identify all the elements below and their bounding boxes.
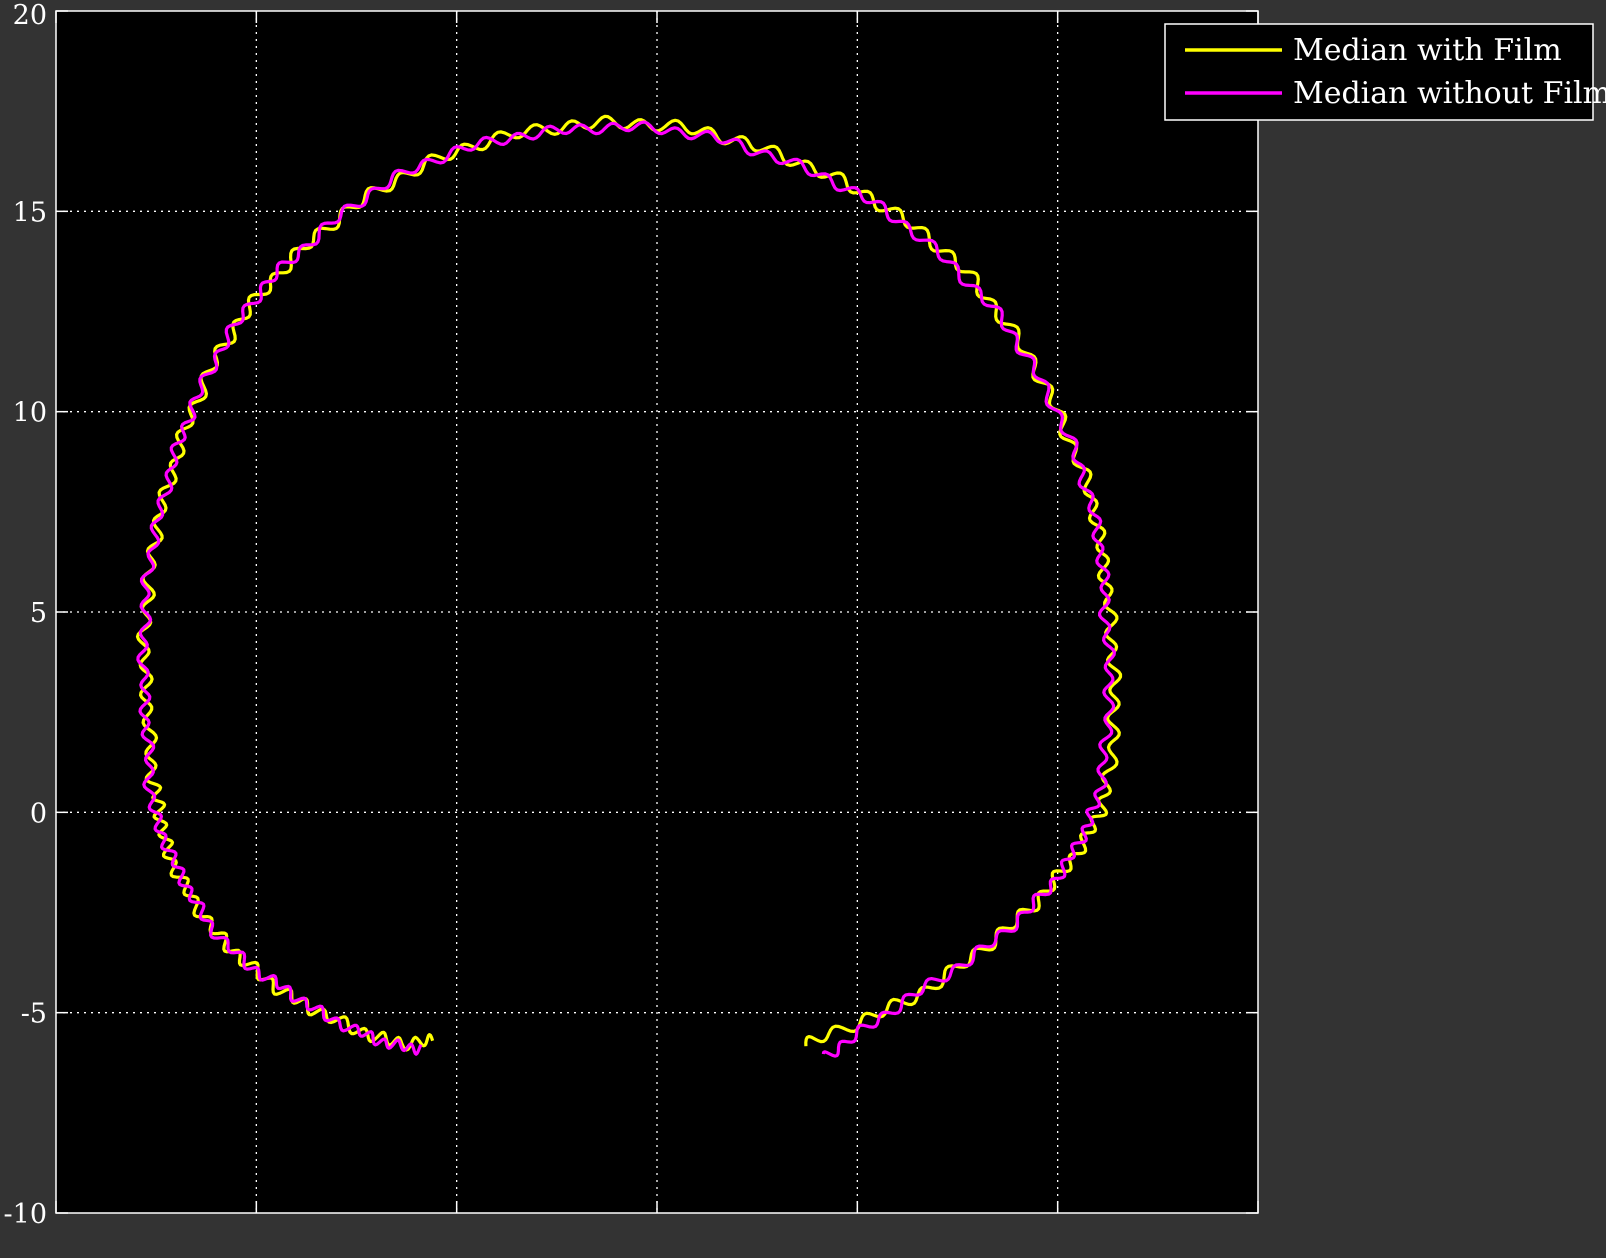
y-tick-label: 5 (30, 598, 47, 629)
y-tick-label: -10 (4, 1199, 47, 1230)
y-tick-label: 10 (13, 398, 47, 429)
legend-box (1164, 23, 1594, 121)
legend-label-median-with-film: Median with Film (1293, 33, 1562, 68)
grid-lines (56, 11, 1258, 1213)
y-tick-label: -5 (21, 999, 47, 1030)
series-line-median-with-film (135, 114, 1123, 1052)
legend-label-median-without-film: Median without Film (1293, 76, 1606, 111)
y-tick-label: 20 (13, 0, 47, 31)
axis-ticks: -10 -5 0 5 10 15 20 (4, 0, 1259, 1230)
y-tick-label: 0 (30, 798, 47, 829)
series-line-median-without-film (136, 120, 1116, 1058)
y-tick-label: 15 (13, 197, 47, 228)
series-lines (135, 114, 1123, 1058)
plot-area (56, 11, 1258, 1213)
legend: Median with Film Median without Film (1164, 23, 1606, 121)
